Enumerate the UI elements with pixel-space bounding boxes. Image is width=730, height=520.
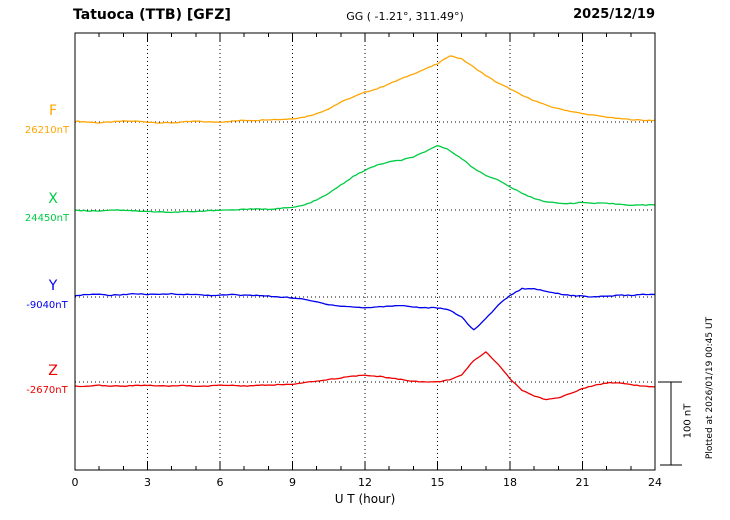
trace-Z — [74, 351, 656, 401]
plotted-at-note: Plotted at 2026/01/19 00:45 UT — [705, 316, 715, 460]
trace-X — [74, 144, 656, 214]
channel-label-x: X — [48, 191, 58, 207]
channel-label-z: Z — [48, 363, 58, 379]
geographic-coordinates: GG ( -1.21°, 311.49°) — [346, 10, 464, 23]
x-tick-3: 3 — [144, 476, 151, 489]
x-tick-15: 15 — [430, 476, 445, 489]
channel-label-f: F — [48, 103, 58, 119]
x-tick-9: 9 — [289, 476, 296, 489]
x-axis-label: U T (hour) — [334, 492, 396, 506]
x-tick-6: 6 — [216, 476, 224, 489]
x-tick-18: 18 — [503, 476, 517, 489]
channel-baseline-z: -2670nT — [26, 385, 68, 396]
x-tick-24: 24 — [648, 476, 662, 489]
channel-baseline-y: -9040nT — [26, 300, 68, 311]
channel-label-y: Y — [48, 278, 58, 294]
channel-baseline-f: 26210nT — [24, 125, 70, 136]
x-tick-12: 12 — [358, 476, 372, 489]
x-tick-0: 0 — [71, 476, 79, 489]
scale-bar-label: 100 nT — [682, 403, 694, 439]
plot-date: 2025/12/19 — [573, 7, 655, 22]
plot-border — [74, 32, 656, 471]
channel-baseline-x: 24450nT — [24, 213, 70, 224]
trace-F — [74, 55, 656, 124]
trace-Y — [74, 287, 656, 331]
station-title: Tatuoca (TTB) [GFZ] — [73, 7, 231, 23]
x-tick-21: 21 — [575, 476, 590, 489]
